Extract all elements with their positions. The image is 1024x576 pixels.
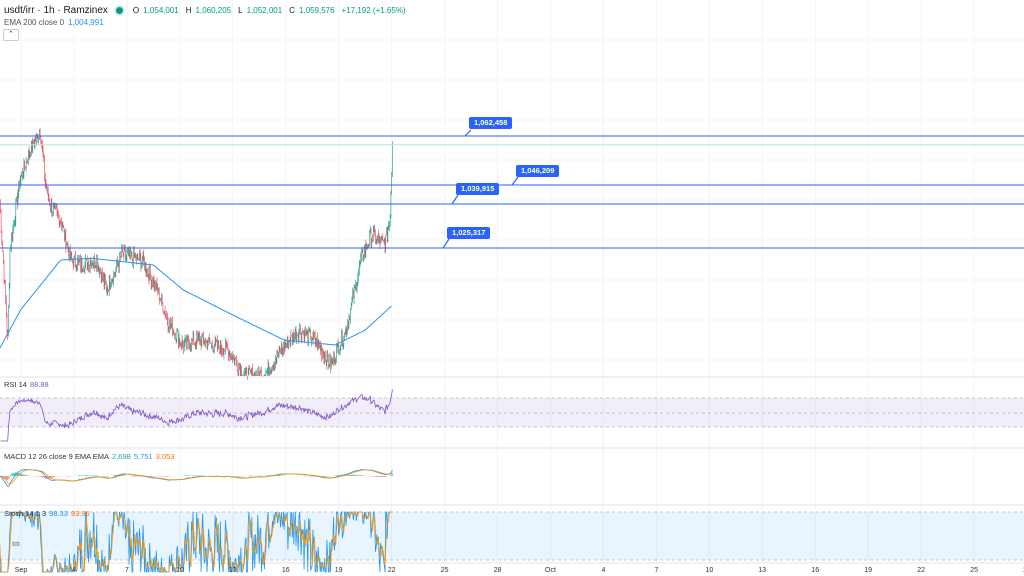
replay-icon[interactable]: ∞ bbox=[12, 538, 20, 550]
ema-line bbox=[0, 257, 392, 349]
level-label-3[interactable]: 1,039,915 bbox=[456, 183, 500, 195]
time-tick: 25 bbox=[970, 567, 978, 574]
time-tick: 16 bbox=[811, 567, 820, 574]
time-tick: Oct bbox=[545, 567, 556, 574]
level-label-4[interactable]: 1,025,317 bbox=[447, 227, 491, 239]
high-value: 1,060,205 bbox=[195, 6, 232, 15]
macd-hist-value: 2,698 bbox=[112, 452, 131, 461]
time-tick: Sep bbox=[14, 567, 28, 574]
macd-legend[interactable]: MACD 12 26 close 9 EMA EMA 2,698 5,751 3,05… bbox=[4, 452, 174, 461]
rsi-legend[interactable]: RSI 14 88.88 bbox=[4, 380, 49, 389]
time-tick: 28 bbox=[493, 567, 502, 574]
stoch-label: Stoch 14 1 3 bbox=[4, 509, 47, 518]
time-tick: 10 bbox=[705, 567, 714, 574]
level-callout-pointer bbox=[451, 194, 459, 205]
stoch-band bbox=[0, 512, 1024, 560]
time-tick: 19 bbox=[864, 567, 873, 574]
stoch-d-line bbox=[0, 510, 393, 574]
chevron-up-icon[interactable]: ⌃ bbox=[3, 29, 19, 41]
ema-label: EMA 200 close 0 bbox=[4, 18, 65, 27]
level-label-1[interactable]: 1,062,458 bbox=[469, 117, 513, 129]
close-label: C bbox=[289, 6, 295, 15]
candles bbox=[0, 127, 393, 381]
rsi-line bbox=[0, 389, 393, 442]
low-value: 1,052,001 bbox=[246, 6, 283, 15]
time-tick: 22 bbox=[387, 567, 396, 574]
rsi-label: RSI 14 bbox=[4, 380, 27, 389]
time-tick: 19 bbox=[334, 567, 343, 574]
low-label: L bbox=[238, 6, 243, 15]
time-tick: 4 bbox=[71, 567, 76, 574]
time-tick: 7 bbox=[124, 567, 129, 574]
macd-label: MACD 12 26 close 9 EMA EMA bbox=[4, 452, 110, 461]
time-tick: 13 bbox=[228, 567, 237, 574]
level-callout-pointer bbox=[442, 238, 450, 249]
change-value: +17,192 (+1.65%) bbox=[341, 6, 406, 15]
time-tick: 13 bbox=[758, 567, 767, 574]
macd-signal-line bbox=[0, 469, 393, 485]
macd-value: 5,751 bbox=[133, 452, 153, 461]
time-tick: 16 bbox=[281, 567, 290, 574]
rsi-band bbox=[0, 398, 1024, 427]
level-callout-pointer bbox=[464, 129, 472, 137]
time-tick: 4 bbox=[601, 567, 606, 574]
open-label: O bbox=[132, 6, 140, 15]
macd-signal-value: 3,053 bbox=[155, 452, 175, 461]
stoch-k-line bbox=[0, 510, 393, 574]
ema-legend[interactable]: EMA 200 close 0 1,004,991 bbox=[4, 18, 104, 27]
level-label-2[interactable]: 1,046,209 bbox=[516, 165, 560, 177]
ema-value: 1,004,991 bbox=[68, 18, 104, 27]
open-value: 1,054,001 bbox=[143, 6, 179, 15]
stoch-legend[interactable]: Stoch 14 1 3 98.33 93.96 bbox=[4, 509, 90, 518]
high-label: H bbox=[185, 6, 192, 15]
time-tick: 7 bbox=[654, 567, 659, 574]
rsi-value: 88.88 bbox=[29, 380, 49, 389]
stoch-d-value: 93.96 bbox=[70, 509, 90, 518]
close-value: 1,059,576 bbox=[298, 6, 335, 15]
time-tick: 25 bbox=[440, 567, 449, 574]
symbol-title[interactable]: usdt/irr · 1h · Ramzinex bbox=[4, 5, 108, 16]
level-callout-pointer bbox=[511, 176, 519, 186]
symbol-legend: usdt/irr · 1h · Ramzinex O 1,054,001 H 1,0… bbox=[4, 5, 409, 16]
time-tick: 22 bbox=[917, 567, 926, 574]
market-status-icon bbox=[115, 7, 123, 14]
time-tick: 10 bbox=[175, 567, 184, 574]
stoch-k-value: 98.33 bbox=[49, 509, 68, 518]
